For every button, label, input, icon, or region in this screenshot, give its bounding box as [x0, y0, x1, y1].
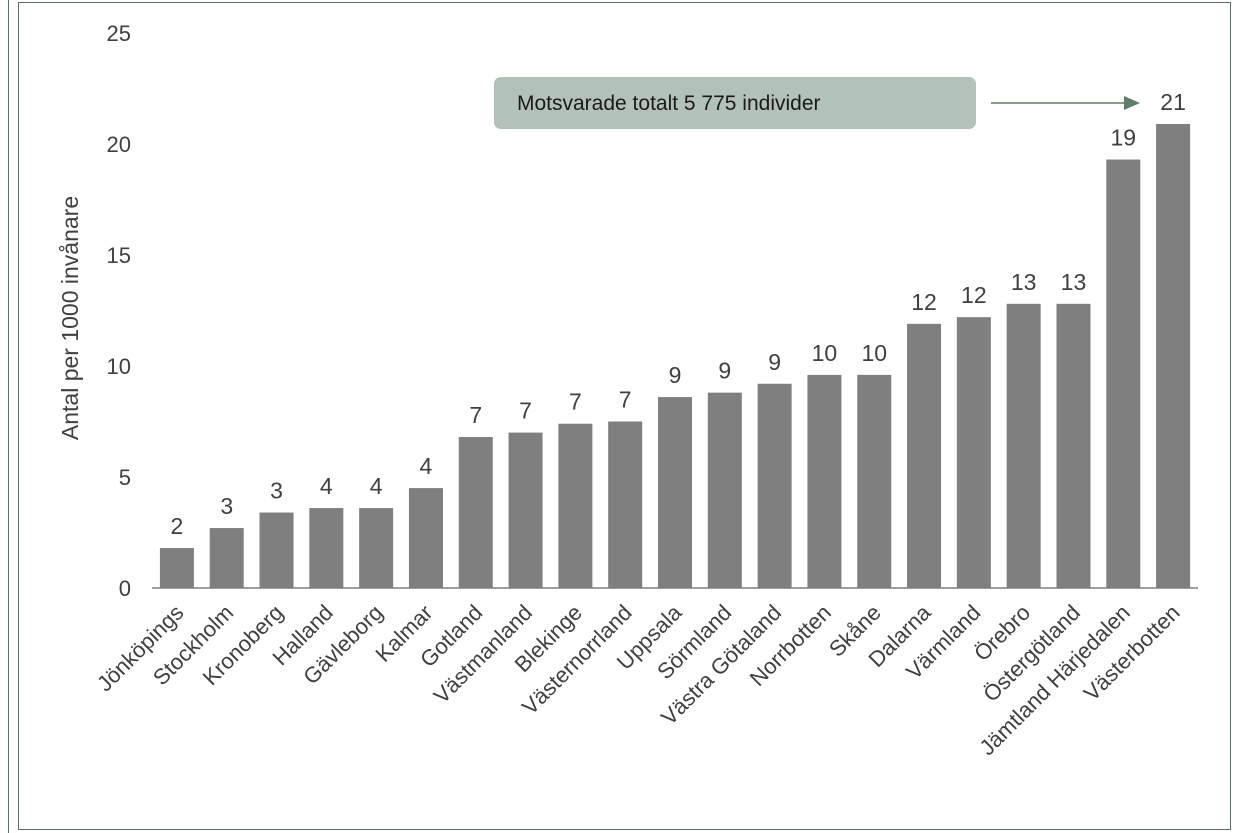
bar: [807, 374, 842, 588]
bar-value-label: 9: [718, 358, 731, 384]
bar-value-label: 3: [220, 493, 233, 519]
bar-value-label: 12: [911, 289, 937, 315]
bar: [408, 488, 443, 588]
bar-value-label: 7: [569, 389, 582, 415]
bar: [707, 392, 742, 588]
bars: [159, 124, 1191, 589]
y-tick-label: 15: [107, 243, 131, 268]
bar: [608, 421, 643, 588]
bar: [1056, 303, 1091, 588]
bar-value-label: 19: [1110, 125, 1136, 151]
bar: [1106, 159, 1141, 589]
bar-value-label: 7: [469, 402, 482, 428]
bar-value-label: 2: [171, 513, 184, 539]
bar-value-label: 13: [1061, 269, 1087, 295]
bar-value-label: 10: [861, 340, 887, 366]
bar: [1006, 303, 1041, 588]
y-tick-label: 10: [107, 354, 131, 379]
y-tick-label: 5: [119, 465, 131, 490]
bar-value-label: 9: [768, 349, 781, 375]
bar: [159, 548, 194, 588]
bar: [558, 423, 593, 588]
y-axis-ticks: 0 5 10 15 20 25: [107, 21, 131, 601]
bar-value-label: 4: [370, 473, 383, 499]
bar: [1156, 124, 1191, 589]
bar: [857, 374, 892, 588]
bar-value-label: 7: [519, 398, 532, 424]
bar: [209, 528, 244, 588]
bar-value-label: 4: [320, 473, 333, 499]
y-tick-label: 0: [119, 576, 131, 601]
bar: [956, 317, 991, 588]
bar-value-label: 4: [420, 453, 433, 479]
category-labels: JönköpingsStockholmKronobergHallandGävle…: [92, 599, 1185, 760]
y-tick-label: 25: [107, 21, 131, 46]
bar: [658, 397, 692, 588]
bar-value-label: 7: [619, 387, 632, 413]
bar: [907, 323, 942, 588]
y-tick-label: 20: [107, 132, 131, 157]
bar-value-label: 10: [812, 340, 838, 366]
bar-value-label: 12: [961, 282, 987, 308]
bar-value-label: 3: [270, 478, 283, 504]
annotation-box: [494, 77, 976, 129]
bar: [458, 437, 493, 588]
bar-value-label: 21: [1160, 89, 1186, 115]
bar: [359, 508, 394, 588]
bar: [508, 432, 543, 588]
bar-value-label: 9: [669, 362, 682, 388]
y-axis-label: Antal per 1000 invånare: [57, 196, 83, 440]
left-panel-edge: [0, 0, 9, 833]
value-labels: 2 3 3 4 4 4 7 7 7 7 9 9 9 10 10 12 12 13 13 19 21: [171, 89, 1186, 539]
bar: [757, 383, 792, 588]
bar: [259, 512, 294, 588]
bar-value-label: 13: [1011, 269, 1037, 295]
annotation-arrow-head: [1124, 96, 1140, 110]
annotation: Motsvarade totalt 5 775 individer: [494, 77, 1140, 129]
annotation-text: Motsvarade totalt 5 775 individer: [517, 92, 821, 115]
bar: [309, 508, 344, 588]
